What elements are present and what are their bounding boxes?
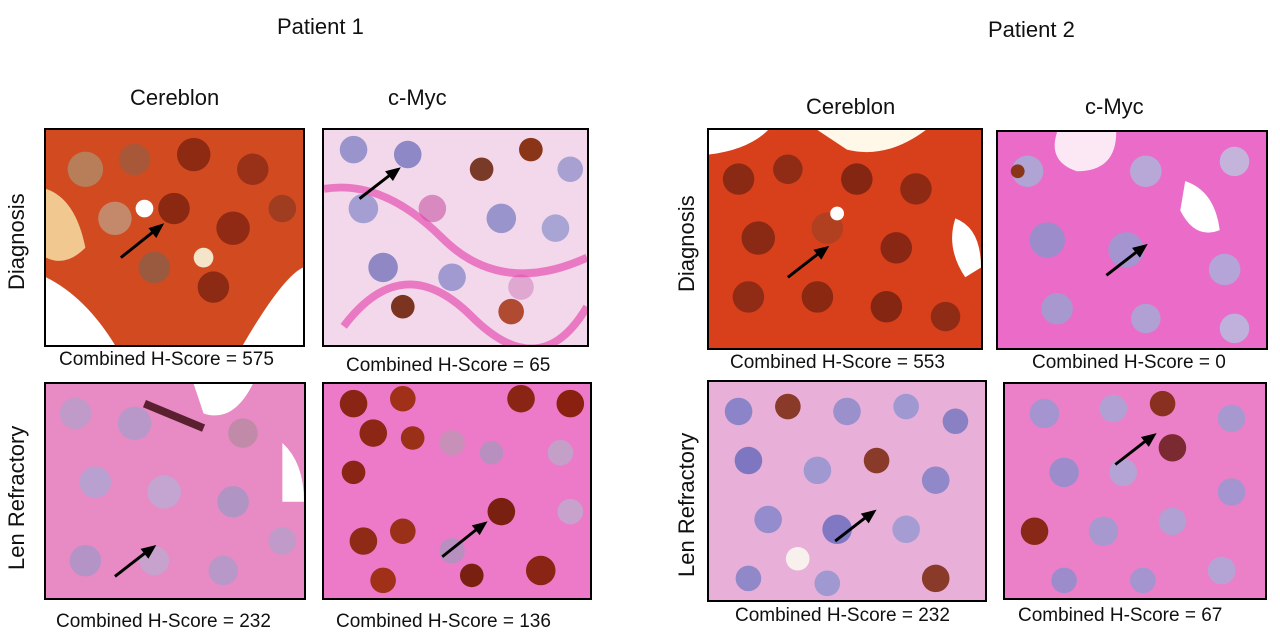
micrograph-p1-diagnosis-cereblon xyxy=(44,128,305,347)
score-p1-refractory-cmyc: Combined H-Score = 136 xyxy=(336,611,551,632)
patient-2-row-diagnosis: Diagnosis xyxy=(674,195,699,292)
micrograph-p2-refractory-cmyc xyxy=(1003,382,1267,600)
patient-1-title: Patient 1 xyxy=(277,14,364,39)
score-p2-diagnosis-cereblon: Combined H-Score = 553 xyxy=(730,352,945,373)
score-p1-refractory-cereblon: Combined H-Score = 232 xyxy=(56,611,271,632)
patient-2-column-cereblon: Cereblon xyxy=(806,94,896,119)
patient-2-row-len-refractory: Len Refractory xyxy=(674,432,699,577)
score-p2-refractory-cereblon: Combined H-Score = 232 xyxy=(735,605,950,626)
micrograph-p1-refractory-cmyc xyxy=(322,382,592,600)
patient-2-title: Patient 2 xyxy=(988,17,1075,42)
micrograph-p1-diagnosis-cmyc xyxy=(322,128,589,347)
micrograph-p2-diagnosis-cereblon xyxy=(707,128,983,350)
score-p2-diagnosis-cmyc: Combined H-Score = 0 xyxy=(1032,352,1226,373)
micrograph-p2-refractory-cereblon xyxy=(707,380,987,602)
score-p2-refractory-cmyc: Combined H-Score = 67 xyxy=(1018,605,1223,626)
patient-1-row-diagnosis: Diagnosis xyxy=(4,193,29,290)
patient-1-column-cereblon: Cereblon xyxy=(130,85,220,110)
micrograph-p1-refractory-cereblon xyxy=(44,382,306,600)
score-p1-diagnosis-cmyc: Combined H-Score = 65 xyxy=(346,355,551,376)
patient-1-row-len-refractory: Len Refractory xyxy=(4,425,29,570)
patient-2-column-cmyc: c-Myc xyxy=(1085,94,1144,119)
patient-1-column-cmyc: c-Myc xyxy=(388,85,447,110)
micrograph-p2-diagnosis-cmyc xyxy=(996,130,1268,350)
score-p1-diagnosis-cereblon: Combined H-Score = 575 xyxy=(59,349,274,370)
